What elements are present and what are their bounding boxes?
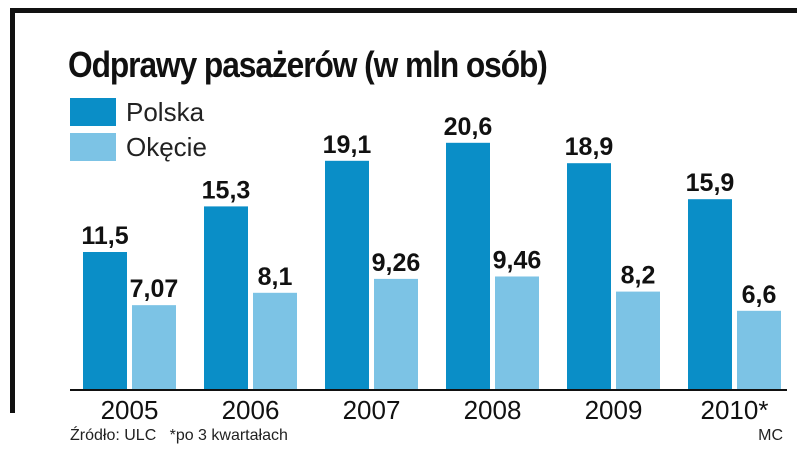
data-label-polska-2009: 18,9 bbox=[565, 133, 614, 161]
legend-item-okecie: Okęcie bbox=[70, 131, 207, 162]
legend-swatch-polska bbox=[70, 98, 116, 126]
bar-polska-2006 bbox=[204, 206, 248, 390]
data-label-polska-2007: 19,1 bbox=[323, 131, 372, 159]
bar-okecie-2007 bbox=[374, 278, 418, 390]
bar-polska-2010 bbox=[688, 199, 732, 390]
x-tick-label-2010: 2010* bbox=[701, 395, 769, 425]
bar-polska-2007 bbox=[325, 160, 369, 390]
bar-okecie-2005 bbox=[132, 305, 176, 390]
data-label-polska-2008: 20,6 bbox=[444, 113, 493, 141]
data-label-okecie-2007: 9,26 bbox=[372, 249, 421, 277]
bar-polska-2005 bbox=[83, 252, 127, 390]
frame-top-border bbox=[10, 8, 797, 13]
data-label-okecie-2005: 7,07 bbox=[130, 275, 179, 303]
bar-okecie-2010 bbox=[737, 310, 781, 390]
legend-label-polska: Polska bbox=[126, 96, 205, 127]
x-tick-label-2006: 2006 bbox=[222, 395, 280, 425]
data-label-okecie-2010: 6,6 bbox=[742, 281, 777, 309]
author-credit: MC bbox=[758, 427, 783, 444]
bar-okecie-2009 bbox=[616, 291, 660, 390]
x-tick-label-2008: 2008 bbox=[464, 395, 522, 425]
bar-polska-2008 bbox=[446, 142, 490, 390]
data-label-okecie-2008: 9,46 bbox=[493, 246, 542, 274]
data-label-okecie-2009: 8,2 bbox=[621, 262, 656, 290]
data-label-okecie-2006: 8,1 bbox=[258, 263, 293, 291]
bar-okecie-2008 bbox=[495, 276, 539, 390]
legend-item-polska: Polska bbox=[70, 96, 205, 127]
data-label-polska-2006: 15,3 bbox=[202, 176, 251, 204]
legend-label-okecie: Okęcie bbox=[126, 131, 207, 162]
bar-polska-2009 bbox=[567, 163, 611, 390]
chart-title: Odprawy pasażerów (w mln osób) bbox=[68, 44, 548, 85]
x-tick-label-2005: 2005 bbox=[101, 395, 159, 425]
data-label-polska-2010: 15,9 bbox=[686, 169, 735, 197]
data-label-polska-2005: 11,5 bbox=[81, 222, 128, 250]
source-note: Źródło: ULC *po 3 kwartałach bbox=[70, 427, 288, 444]
frame-left-border bbox=[10, 8, 15, 413]
x-tick-label-2009: 2009 bbox=[585, 395, 643, 425]
legend-swatch-okecie bbox=[70, 133, 116, 161]
x-tick-label-2007: 2007 bbox=[343, 395, 401, 425]
bar-okecie-2006 bbox=[253, 292, 297, 390]
